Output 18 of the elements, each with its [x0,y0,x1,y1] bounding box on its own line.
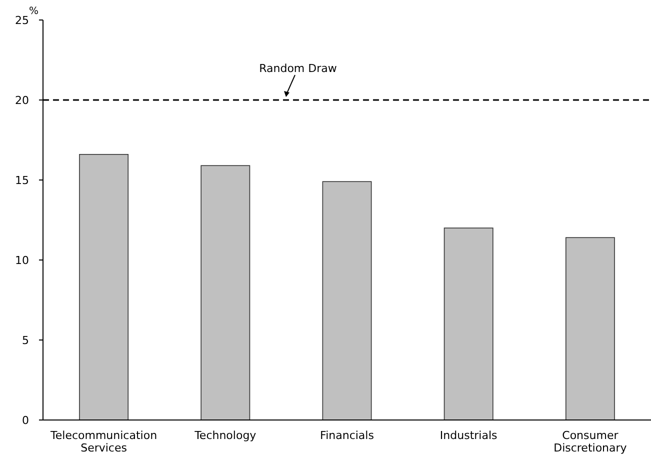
bar [322,181,372,420]
x-tick-label: Industrials [440,429,498,442]
y-tick-label: 20 [15,94,29,107]
bar [565,237,615,420]
y-tick-label: 10 [15,254,29,267]
y-tick-label: 5 [22,334,29,347]
x-tick-label: Consumer Discretionary [554,429,628,454]
y-tick-label: 15 [15,174,29,187]
x-tick-label: Technology [194,429,257,442]
y-axis-title: % [29,6,39,17]
bar [79,154,129,420]
ref-line-label: Random Draw [259,62,337,75]
bar [444,228,494,420]
y-tick-label: 0 [22,414,29,427]
x-tick-label: Telecommunication Services [50,429,158,454]
x-tick-label: Financials [320,429,374,442]
bar [200,165,250,420]
y-tick-label: 25 [15,14,29,27]
